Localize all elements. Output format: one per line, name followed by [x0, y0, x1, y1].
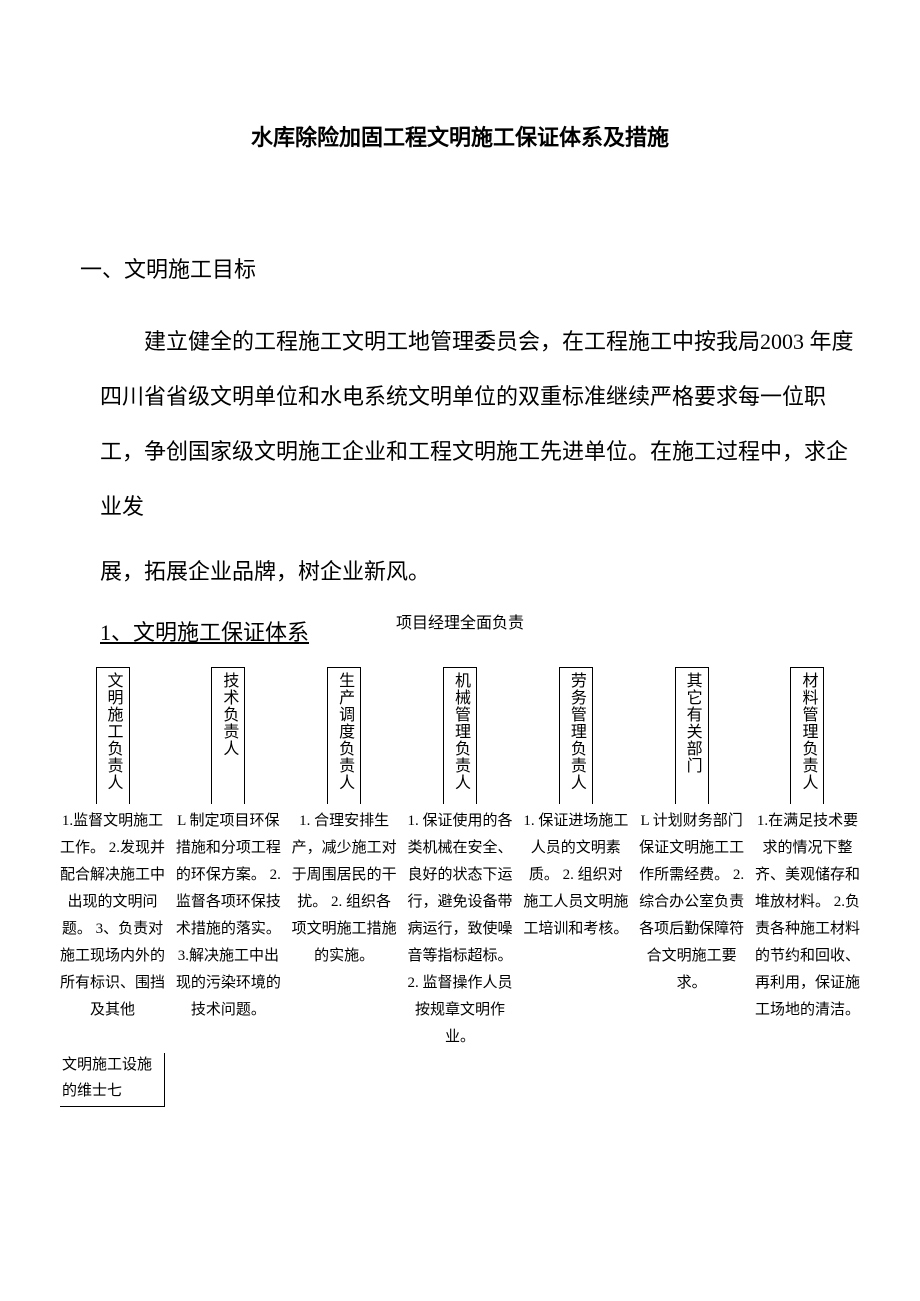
role-box-1: 技术负责人 — [211, 667, 245, 804]
role-box-5: 其它有关部门 — [675, 667, 709, 804]
org-chart: 文明施工负责人 1.监督文明施工工作。 2.发现并配合解决施工中出现的文明问题。… — [60, 667, 860, 1053]
chart-col-1: 技术负责人 L 制定项目环保措施和分项工程的环保方案。 2.监督各项环保技术措施… — [176, 667, 281, 1053]
role-details-6: 1.在满足技术要求的情况下整齐、美观储存和堆放材料。 2.负责各种施工材料的节约… — [755, 806, 860, 1026]
role-label-0: 文明施工负责人 — [103, 672, 123, 800]
role-label-4: 劳务管理负责人 — [566, 672, 586, 800]
chart-col-4: 劳务管理负责人 1. 保证进场施工人员的文明素质。 2. 组织对施工人员文明施工… — [523, 667, 628, 1053]
role-box-6: 材料管理负责人 — [790, 667, 824, 804]
role-box-0: 文明施工负责人 — [96, 667, 130, 804]
chart-col-5: 其它有关部门 L 计划财务部门保证文明施工工作所需经费。 2.综合办公室负责各项… — [639, 667, 744, 1053]
section-1-heading: 一、文明施工目标 — [80, 252, 860, 284]
chart-col-3: 机械管理负责人 1. 保证使用的各类机械在安全、良好的状态下运行，避免设备带病运… — [407, 667, 512, 1053]
role-details-2: 1. 合理安排生产，减少施工对于周围居民的干扰。 2. 组织各项文明施工措施的实… — [292, 806, 397, 972]
role-details-5: L 计划财务部门保证文明施工工作所需经费。 2.综合办公室负责各项后勤保障符合文… — [639, 806, 744, 999]
chart-col-6: 材料管理负责人 1.在满足技术要求的情况下整齐、美观储存和堆放材料。 2.负责各… — [755, 667, 860, 1053]
role-label-3: 机械管理负责人 — [450, 672, 470, 800]
document-title: 水库除险加固工程文明施工保证体系及措施 — [60, 120, 860, 152]
role-details-3: 1. 保证使用的各类机械在安全、良好的状态下运行，避免设备带病运行，致使噪音等指… — [407, 806, 512, 1053]
role-label-2: 生产调度负责人 — [334, 672, 354, 800]
role-label-5: 其它有关部门 — [682, 672, 702, 800]
chart-col-2: 生产调度负责人 1. 合理安排生产，减少施工对于周围居民的干扰。 2. 组织各项… — [292, 667, 397, 1053]
chart-col-0: 文明施工负责人 1.监督文明施工工作。 2.发现并配合解决施工中出现的文明问题。… — [60, 667, 165, 1053]
role-label-1: 技术负责人 — [218, 672, 238, 800]
role-box-4: 劳务管理负责人 — [559, 667, 593, 804]
role-box-2: 生产调度负责人 — [327, 667, 361, 804]
extra-block: 文明施工设施的维士七 — [60, 1053, 165, 1107]
role-label-6: 材料管理负责人 — [797, 672, 817, 800]
section-1-para-2: 展，拓展企业品牌，树企业新风。 — [100, 544, 860, 599]
role-details-4: 1. 保证进场施工人员的文明素质。 2. 组织对施工人员文明施工培训和考核。 — [523, 806, 628, 945]
role-details-0: 1.监督文明施工工作。 2.发现并配合解决施工中出现的文明问题。 3、负责对施工… — [60, 806, 165, 1026]
role-details-1: L 制定项目环保措施和分项工程的环保方案。 2.监督各项环保技术措施的落实。 3… — [176, 806, 281, 1026]
section-1-para-1: 建立健全的工程施工文明工地管理委员会，在工程施工中按我局2003 年度四川省省级… — [100, 314, 860, 534]
role-box-3: 机械管理负责人 — [443, 667, 477, 804]
